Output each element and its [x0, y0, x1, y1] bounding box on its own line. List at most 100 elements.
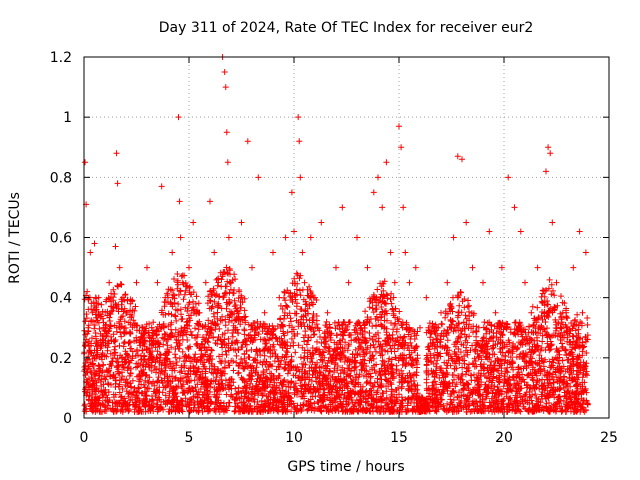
data-point	[113, 150, 120, 157]
data-point	[232, 324, 239, 331]
data-point	[534, 264, 541, 271]
data-point	[429, 339, 436, 346]
data-point	[93, 339, 100, 346]
data-point	[225, 234, 232, 241]
data-point	[469, 264, 476, 271]
data-point	[173, 339, 180, 346]
data-point	[282, 234, 289, 241]
data-point	[339, 204, 346, 211]
data-point	[176, 198, 183, 205]
data-point	[324, 309, 331, 316]
data-point	[97, 378, 104, 385]
data-point	[576, 228, 583, 235]
data-point	[402, 249, 409, 256]
data-point	[486, 228, 493, 235]
data-point	[202, 279, 209, 286]
data-point	[295, 114, 302, 121]
data-point	[190, 219, 197, 226]
data-point	[299, 249, 306, 256]
data-point	[207, 198, 213, 205]
y-tick-label: 0	[63, 411, 72, 427]
data-point	[545, 144, 552, 151]
data-point	[454, 153, 461, 160]
data-point	[291, 228, 297, 235]
y-axis-label: ROTI / TECUs	[7, 192, 23, 284]
data-point	[91, 240, 98, 247]
data-point	[177, 234, 184, 241]
data-point	[492, 309, 499, 316]
data-point	[165, 294, 171, 301]
data-point	[307, 234, 314, 241]
data-point	[549, 219, 556, 226]
data-point	[387, 249, 394, 256]
data-point	[144, 264, 150, 271]
data-point	[517, 228, 524, 235]
data-point	[224, 159, 231, 166]
data-point	[459, 156, 465, 163]
data-point	[570, 264, 577, 271]
data-point	[398, 144, 405, 151]
data-point	[270, 249, 276, 256]
data-point	[358, 324, 365, 331]
data-point	[238, 219, 245, 226]
data-point	[505, 174, 512, 181]
y-tick-label: 0.8	[50, 170, 72, 186]
data-point	[333, 264, 339, 271]
data-point	[148, 354, 155, 361]
data-point	[444, 279, 451, 286]
ticks-layer	[83, 56, 610, 419]
data-point	[102, 324, 108, 331]
data-point	[261, 309, 268, 316]
y-tick-label: 1.2	[50, 50, 72, 66]
data-point	[438, 309, 444, 316]
data-point	[160, 324, 167, 331]
data-point	[175, 114, 182, 121]
data-point	[383, 159, 390, 166]
data-point	[553, 279, 560, 286]
x-tick-label: 25	[600, 430, 618, 446]
data-point	[179, 279, 186, 286]
data-point	[127, 330, 134, 337]
data-point	[221, 69, 228, 76]
data-point	[95, 294, 102, 301]
data-point	[85, 324, 92, 331]
data-point	[400, 204, 407, 211]
data-point	[406, 279, 413, 286]
data-point	[255, 174, 262, 181]
y-tick-label: 1	[63, 110, 72, 126]
data-point	[84, 288, 91, 295]
data-point	[522, 279, 528, 286]
y-tick-label: 0.2	[50, 351, 72, 367]
data-point	[463, 219, 470, 226]
data-point	[370, 189, 377, 196]
data-point	[417, 324, 423, 331]
data-point	[228, 279, 234, 286]
data-points-layer	[82, 54, 589, 385]
data-point	[154, 279, 161, 286]
x-tick-label: 20	[495, 430, 513, 446]
data-point	[412, 264, 419, 271]
data-point	[564, 324, 570, 331]
data-point	[169, 249, 176, 256]
data-point	[133, 279, 140, 286]
data-point	[112, 243, 119, 250]
data-point	[222, 84, 229, 91]
data-point	[559, 309, 566, 316]
data-point	[318, 219, 325, 226]
chart-title: Day 311 of 2024, Rate Of TEC Index for r…	[159, 20, 534, 36]
data-point	[312, 294, 318, 301]
data-point	[379, 204, 386, 211]
data-point	[158, 183, 165, 190]
data-point	[288, 189, 295, 196]
y-tick-label: 0.4	[50, 291, 72, 307]
data-point	[423, 294, 430, 301]
data-point	[181, 324, 188, 331]
data-point	[301, 279, 308, 286]
data-point	[116, 264, 123, 271]
data-point	[139, 324, 146, 331]
x-axis-label: GPS time / hours	[287, 459, 404, 475]
data-point	[86, 348, 93, 355]
data-point	[375, 174, 381, 181]
data-point	[249, 264, 255, 271]
